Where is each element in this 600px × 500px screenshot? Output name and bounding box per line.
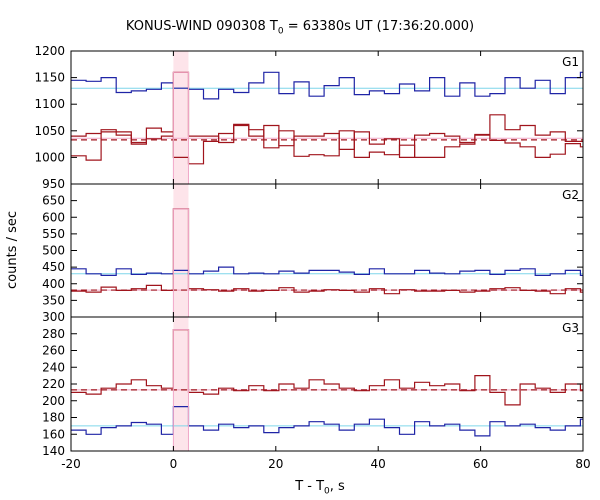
y-tick-label: 1100 [34, 97, 65, 111]
y-tick-label: 550 [42, 227, 65, 241]
series-step-line [71, 208, 583, 295]
x-tick-label: 0 [170, 457, 178, 471]
y-tick-label: 280 [42, 327, 65, 341]
plot-layer [71, 71, 583, 452]
y-tick-label: 140 [42, 444, 65, 458]
y-tick-label: 240 [42, 360, 65, 374]
panel-label: G2 [562, 188, 579, 202]
y-tick-label: 600 [42, 210, 65, 224]
axis-layer: 95010001050110011501200G1300350400450500… [34, 44, 590, 471]
y-tick-label: 1200 [34, 44, 65, 58]
y-tick-label: 1000 [34, 150, 65, 164]
x-tick-label: -20 [61, 457, 81, 471]
y-tick-label: 200 [42, 394, 65, 408]
x-tick-label: 60 [473, 457, 488, 471]
series-step-line [71, 266, 583, 276]
panel-label: G3 [562, 321, 579, 335]
y-tick-label: 180 [42, 411, 65, 425]
x-tick-label: 80 [575, 457, 590, 471]
y-tick-label: 260 [42, 344, 65, 358]
y-tick-label: 500 [42, 244, 65, 258]
panel-frame [70, 50, 584, 185]
panel-frame [70, 183, 584, 318]
y-tick-label: 220 [42, 377, 65, 391]
y-tick-label: 1050 [34, 124, 65, 138]
series-step-line [71, 114, 583, 165]
chart-title: KONUS-WIND 090308 T0 = 63380s UT (17:36:… [125, 19, 475, 37]
highlight-band [173, 317, 189, 451]
y-tick-label: 400 [42, 277, 65, 291]
highlight-band [173, 51, 189, 184]
x-tick-label: 20 [268, 457, 283, 471]
series-step-line [71, 71, 583, 161]
series-step-line [71, 71, 583, 100]
y-tick-label: 1150 [34, 71, 65, 85]
series-step-line [71, 406, 583, 437]
panel-label: G1 [562, 55, 579, 69]
y-tick-label: 350 [42, 293, 65, 307]
y-tick-label: 450 [42, 260, 65, 274]
x-tick-label: 40 [371, 457, 386, 471]
highlight-band [173, 184, 189, 317]
y-tick-label: 160 [42, 427, 65, 441]
y-tick-label: 950 [42, 177, 65, 191]
x-axis-label: T - T0, s [295, 479, 345, 497]
series-step-line [71, 329, 583, 406]
y-tick-label: 300 [42, 310, 65, 324]
y-axis-label: counts / sec [5, 211, 20, 289]
highlight-layer [173, 51, 189, 451]
y-tick-label: 650 [42, 194, 65, 208]
